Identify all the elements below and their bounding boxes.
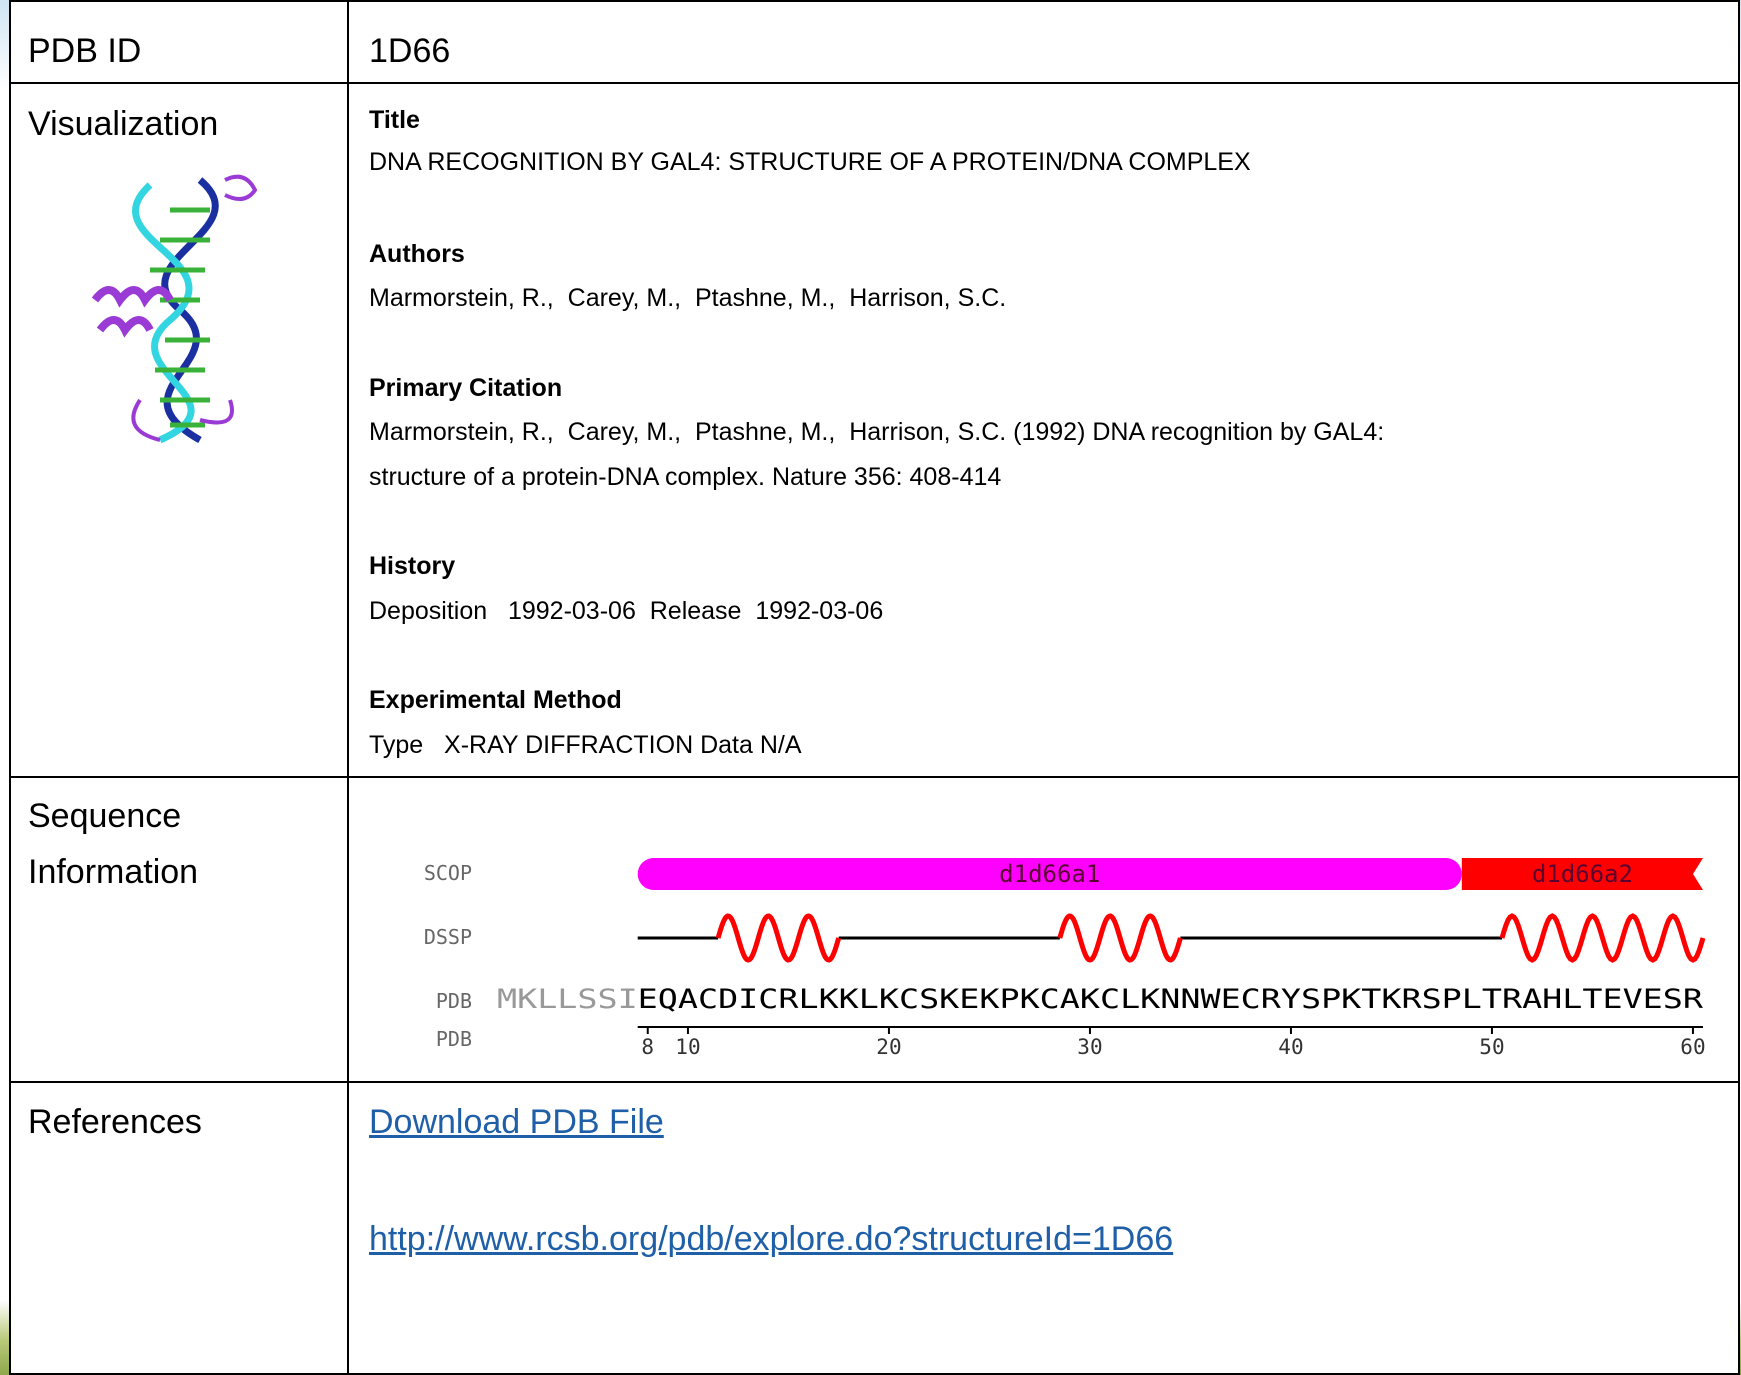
dssp-helix (718, 916, 839, 960)
ruler-label: 30 (1077, 1035, 1102, 1059)
track-label: SCOP (424, 861, 472, 885)
unobserved-sequence: MKLLSSI (497, 984, 638, 1015)
dssp-helix (1060, 916, 1181, 960)
ruler-label: 60 (1680, 1035, 1705, 1059)
rcsb-link[interactable]: http://www.rcsb.org/pdb/explore.do?struc… (369, 1220, 1173, 1259)
domain-label: d1d66a2 (1532, 860, 1633, 888)
track-label: DSSP (424, 925, 472, 949)
observed-sequence: EQACDICRLKKLKCSKEKPKCAKCLKNNWECRYSPKTKRS… (638, 984, 1704, 1015)
ruler-label: 10 (675, 1035, 700, 1059)
ruler-label: 40 (1278, 1035, 1303, 1059)
ruler-label: 8 (641, 1035, 654, 1059)
dssp-helix (1502, 916, 1703, 960)
ruler-label: 20 (876, 1035, 901, 1059)
sequence-viewer: SCOP DSSP PDB PDB d1d66a1 d1d66a2 MKLLSSIEQACD… (0, 0, 1741, 1375)
slide: PDB ID 1D66 Visualization TitleDNA RECOG… (0, 0, 1741, 1375)
track-label: PDB (436, 989, 472, 1013)
domain-label: d1d66a1 (999, 860, 1100, 888)
download-link[interactable]: Download PDB File (369, 1103, 664, 1142)
track-label: PDB (436, 1027, 472, 1051)
row-label: References (28, 1103, 202, 1142)
ruler-label: 50 (1479, 1035, 1504, 1059)
